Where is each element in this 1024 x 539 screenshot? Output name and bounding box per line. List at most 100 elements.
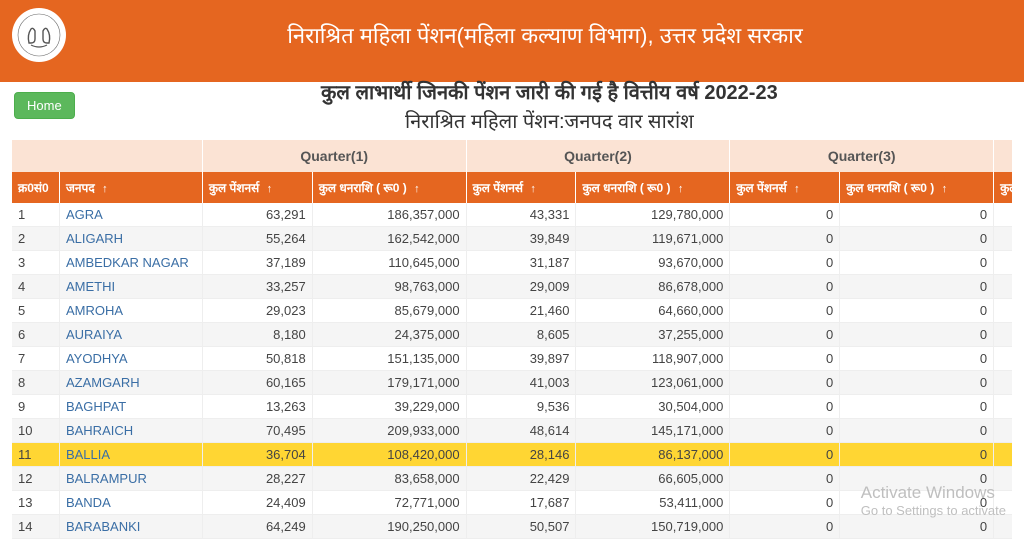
table-row: 8AZAMGARH60,165179,171,00041,003123,061,… bbox=[12, 371, 1012, 395]
cell-q2-pensioners: 28,146 bbox=[466, 443, 576, 467]
quarter-2-header: Quarter(2) bbox=[466, 140, 730, 172]
cell-q1-amount: 110,645,000 bbox=[312, 251, 466, 275]
cell-q2-amount: 66,605,000 bbox=[576, 467, 730, 491]
table-row: 1AGRA63,291186,357,00043,331129,780,0000… bbox=[12, 203, 1012, 227]
district-link[interactable]: BALRAMPUR bbox=[59, 467, 202, 491]
cell-q4-pensioners: 0 bbox=[994, 467, 1012, 491]
cell-q1-amount: 209,933,000 bbox=[312, 419, 466, 443]
table-row: 11BALLIA36,704108,420,00028,14686,137,00… bbox=[12, 443, 1012, 467]
cell-q1-pensioners: 60,165 bbox=[202, 371, 312, 395]
district-link[interactable]: AGRA bbox=[59, 203, 202, 227]
district-link[interactable]: AYODHYA bbox=[59, 347, 202, 371]
cell-q2-pensioners: 48,614 bbox=[466, 419, 576, 443]
district-link[interactable]: AZAMGARH bbox=[59, 371, 202, 395]
table-row: 6AURAIYA8,18024,375,0008,60537,255,00000… bbox=[12, 323, 1012, 347]
cell-q2-amount: 119,671,000 bbox=[576, 227, 730, 251]
cell-q4-pensioners: 0 bbox=[994, 371, 1012, 395]
cell-q2-amount: 150,719,000 bbox=[576, 515, 730, 539]
cell-sno: 4 bbox=[12, 275, 59, 299]
cell-q1-amount: 179,171,000 bbox=[312, 371, 466, 395]
col-q2-amount[interactable]: कुल धनराशि ( रू0 ) ↑ bbox=[576, 172, 730, 203]
col-q1-pensioners[interactable]: कुल पेंशनर्स ↑ bbox=[202, 172, 312, 203]
cell-q4-pensioners: 0 bbox=[994, 251, 1012, 275]
cell-q3-amount: 0 bbox=[840, 227, 994, 251]
cell-q4-pensioners: 0 bbox=[994, 275, 1012, 299]
cell-q4-pensioners: 0 bbox=[994, 227, 1012, 251]
cell-sno: 10 bbox=[12, 419, 59, 443]
table-body: 1AGRA63,291186,357,00043,331129,780,0000… bbox=[12, 203, 1012, 539]
col-q2-pensioners[interactable]: कुल पेंशनर्स ↑ bbox=[466, 172, 576, 203]
table-row: 4AMETHI33,25798,763,00029,00986,678,0000… bbox=[12, 275, 1012, 299]
table-row: 5AMROHA29,02385,679,00021,46064,660,0000… bbox=[12, 299, 1012, 323]
district-link[interactable]: BARABANKI bbox=[59, 515, 202, 539]
cell-q3-amount: 0 bbox=[840, 299, 994, 323]
cell-q1-pensioners: 13,263 bbox=[202, 395, 312, 419]
home-button[interactable]: Home bbox=[14, 92, 75, 119]
district-link[interactable]: BAHRAICH bbox=[59, 419, 202, 443]
district-link[interactable]: AMROHA bbox=[59, 299, 202, 323]
cell-q3-amount: 0 bbox=[840, 347, 994, 371]
cell-q1-amount: 72,771,000 bbox=[312, 491, 466, 515]
cell-q4-pensioners: 0 bbox=[994, 443, 1012, 467]
cell-q4-pensioners: 0 bbox=[994, 299, 1012, 323]
district-link[interactable]: BANDA bbox=[59, 491, 202, 515]
cell-q2-amount: 30,504,000 bbox=[576, 395, 730, 419]
cell-q2-pensioners: 43,331 bbox=[466, 203, 576, 227]
cell-q3-amount: 0 bbox=[840, 203, 994, 227]
table-row: 14BARABANKI64,249190,250,00050,507150,71… bbox=[12, 515, 1012, 539]
cell-q3-pensioners: 0 bbox=[730, 515, 840, 539]
cell-q3-pensioners: 0 bbox=[730, 419, 840, 443]
cell-q1-amount: 39,229,000 bbox=[312, 395, 466, 419]
cell-sno: 8 bbox=[12, 371, 59, 395]
cell-q4-pensioners: 0 bbox=[994, 323, 1012, 347]
quarter-1-header: Quarter(1) bbox=[202, 140, 466, 172]
district-link[interactable]: AMBEDKAR NAGAR bbox=[59, 251, 202, 275]
cell-q1-amount: 98,763,000 bbox=[312, 275, 466, 299]
cell-q3-pensioners: 0 bbox=[730, 299, 840, 323]
cell-q1-pensioners: 8,180 bbox=[202, 323, 312, 347]
cell-q3-pensioners: 0 bbox=[730, 251, 840, 275]
quarter-4-header: Qua bbox=[994, 140, 1012, 172]
cell-sno: 2 bbox=[12, 227, 59, 251]
cell-q2-amount: 123,061,000 bbox=[576, 371, 730, 395]
column-header-row: क्र0सं0 जनपद ↑ कुल पेंशनर्स ↑ कुल धनराशि… bbox=[12, 172, 1012, 203]
col-q1-amount[interactable]: कुल धनराशि ( रू0 ) ↑ bbox=[312, 172, 466, 203]
cell-q1-amount: 162,542,000 bbox=[312, 227, 466, 251]
cell-q1-pensioners: 70,495 bbox=[202, 419, 312, 443]
page-subtitle: निराश्रित महिला पेंशन:जनपद वार सारांश bbox=[75, 107, 1024, 134]
sort-icon: ↑ bbox=[678, 183, 684, 195]
hands-icon bbox=[17, 13, 61, 57]
cell-q2-pensioners: 41,003 bbox=[466, 371, 576, 395]
sort-icon: ↑ bbox=[102, 183, 108, 195]
cell-q2-amount: 86,678,000 bbox=[576, 275, 730, 299]
district-link[interactable]: AURAIYA bbox=[59, 323, 202, 347]
cell-q1-pensioners: 36,704 bbox=[202, 443, 312, 467]
cell-q1-amount: 151,135,000 bbox=[312, 347, 466, 371]
cell-q3-amount: 0 bbox=[840, 395, 994, 419]
col-q4-pensioners[interactable]: कुल पेंशनर्स ↑ bbox=[994, 172, 1012, 203]
district-link[interactable]: BALLIA bbox=[59, 443, 202, 467]
cell-sno: 12 bbox=[12, 467, 59, 491]
cell-sno: 1 bbox=[12, 203, 59, 227]
cell-q1-pensioners: 50,818 bbox=[202, 347, 312, 371]
cell-q1-pensioners: 33,257 bbox=[202, 275, 312, 299]
cell-q2-pensioners: 31,187 bbox=[466, 251, 576, 275]
cell-q2-pensioners: 22,429 bbox=[466, 467, 576, 491]
cell-q2-amount: 93,670,000 bbox=[576, 251, 730, 275]
sort-icon: ↑ bbox=[942, 183, 948, 195]
cell-q3-pensioners: 0 bbox=[730, 347, 840, 371]
col-district[interactable]: जनपद ↑ bbox=[59, 172, 202, 203]
col-sno[interactable]: क्र0सं0 bbox=[12, 172, 59, 203]
quarter-3-header: Quarter(3) bbox=[730, 140, 994, 172]
col-q3-amount[interactable]: कुल धनराशि ( रू0 ) ↑ bbox=[840, 172, 994, 203]
cell-q3-pensioners: 0 bbox=[730, 491, 840, 515]
district-link[interactable]: ALIGARH bbox=[59, 227, 202, 251]
district-link[interactable]: BAGHPAT bbox=[59, 395, 202, 419]
cell-q3-amount: 0 bbox=[840, 275, 994, 299]
district-link[interactable]: AMETHI bbox=[59, 275, 202, 299]
cell-q4-pensioners: 0 bbox=[994, 491, 1012, 515]
col-q3-pensioners[interactable]: कुल पेंशनर्स ↑ bbox=[730, 172, 840, 203]
cell-sno: 3 bbox=[12, 251, 59, 275]
sort-icon: ↑ bbox=[267, 183, 273, 195]
sort-icon: ↑ bbox=[794, 183, 800, 195]
